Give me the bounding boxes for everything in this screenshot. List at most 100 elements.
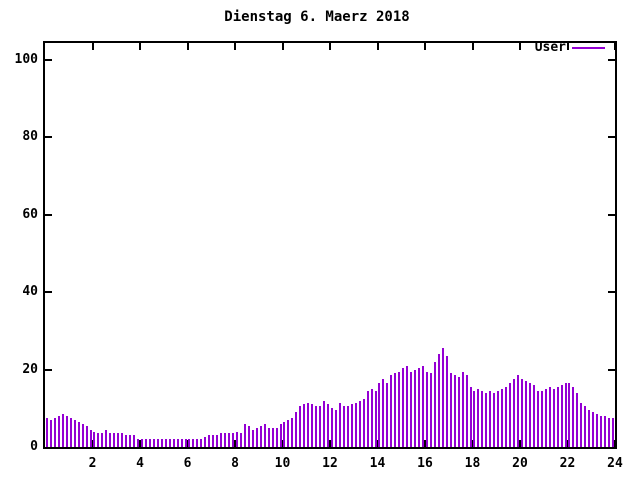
impulse-bar — [418, 367, 421, 447]
impulse-bar — [311, 404, 314, 447]
impulse-bar — [279, 423, 282, 447]
impulse-bar — [259, 425, 262, 447]
x-tick-mark — [329, 43, 331, 50]
impulse-bar — [164, 439, 167, 447]
impulse-bar — [338, 402, 341, 447]
x-tick-label: 4 — [136, 456, 144, 471]
impulse-bar — [303, 404, 306, 447]
x-tick-label: 24 — [607, 456, 623, 471]
impulse-bar — [548, 387, 551, 447]
impulse-bar — [65, 416, 68, 447]
impulse-bar — [196, 439, 199, 447]
impulse-bar — [556, 387, 559, 447]
impulse-bar — [596, 414, 599, 447]
y-tick-mark — [45, 59, 52, 61]
impulse-bar — [228, 433, 231, 447]
impulse-bar — [457, 377, 460, 447]
impulse-bar — [370, 388, 373, 447]
impulse-bar — [287, 419, 290, 447]
x-tick-mark — [614, 440, 615, 447]
impulse-bar — [414, 369, 417, 447]
impulse-bar — [402, 367, 405, 447]
impulse-bar — [188, 439, 191, 447]
impulse-bar — [113, 433, 116, 447]
impulse-bar — [334, 410, 337, 447]
impulse-bar — [69, 417, 72, 447]
impulse-bar — [422, 365, 425, 447]
x-tick-mark — [91, 43, 94, 50]
x-tick-mark — [519, 440, 521, 447]
impulse-bar — [437, 354, 440, 447]
x-tick-mark — [329, 440, 331, 447]
x-tick-mark — [91, 440, 94, 447]
y-tick-mark — [608, 291, 615, 294]
impulse-bar — [493, 392, 496, 447]
impulse-bar — [398, 371, 401, 447]
impulse-bar — [184, 439, 187, 447]
impulse-bar — [497, 390, 500, 447]
impulse-bar — [160, 439, 163, 447]
impulse-bar — [410, 371, 413, 447]
x-tick-label: 22 — [559, 456, 576, 471]
impulse-bar — [239, 433, 242, 447]
impulse-bar — [453, 375, 456, 447]
chart-title: Dienstag 6. Maerz 2018 — [224, 9, 410, 25]
x-tick-label: 2 — [88, 456, 97, 471]
impulse-bar — [576, 392, 579, 447]
impulse-bar — [61, 414, 64, 447]
y-tick-mark — [45, 368, 52, 371]
impulse-bar — [465, 375, 468, 447]
impulse-bar — [568, 383, 571, 447]
impulse-bar — [121, 433, 124, 447]
impulse-bar — [580, 402, 583, 447]
impulse-bar — [101, 433, 104, 447]
y-tick-label: 40 — [22, 284, 38, 300]
x-tick-mark — [281, 43, 284, 50]
x-tick-mark — [614, 43, 615, 50]
impulse-bar — [235, 431, 238, 447]
impulse-bar — [144, 439, 147, 447]
impulse-bar — [53, 417, 56, 447]
impulse-bar — [600, 416, 603, 447]
impulse-bar — [315, 406, 318, 447]
impulse-bar — [172, 439, 175, 447]
impulse-bar — [612, 417, 615, 447]
impulse-bar — [255, 427, 258, 447]
impulse-bar — [180, 439, 183, 447]
y-tick-mark — [608, 136, 615, 139]
legend-label: User — [534, 40, 566, 55]
impulse-bar — [45, 417, 48, 447]
impulse-bar — [532, 385, 535, 447]
impulse-bar — [584, 406, 587, 447]
impulse-bar — [192, 439, 195, 447]
impulse-bar — [394, 373, 397, 447]
impulse-bar — [608, 417, 611, 447]
impulse-bar — [560, 385, 563, 447]
impulse-bar — [204, 437, 207, 447]
impulse-bar — [378, 383, 381, 447]
impulse-bar — [251, 429, 254, 447]
impulse-bar — [117, 433, 120, 447]
impulse-bar — [604, 416, 607, 447]
impulse-bar — [109, 433, 112, 447]
x-tick-label: 8 — [231, 456, 239, 471]
impulse-bar — [330, 408, 333, 447]
impulse-bar — [319, 406, 322, 447]
impulse-bar — [49, 419, 52, 447]
impulse-bar — [390, 375, 393, 447]
impulse-bar — [564, 383, 567, 447]
impulse-bar — [327, 404, 330, 447]
impulse-bar — [425, 371, 428, 447]
impulse-bar — [513, 379, 516, 447]
x-tick-mark — [566, 440, 569, 447]
impulse-bar — [283, 421, 286, 447]
impulse-bar — [73, 419, 76, 447]
impulse-bar — [386, 383, 389, 447]
x-tick-mark — [139, 43, 141, 50]
impulse-bar — [93, 431, 96, 447]
impulse-bar — [97, 433, 100, 447]
x-tick-mark — [424, 440, 426, 447]
impulse-bar — [176, 439, 179, 447]
impulse-bar — [168, 439, 171, 447]
